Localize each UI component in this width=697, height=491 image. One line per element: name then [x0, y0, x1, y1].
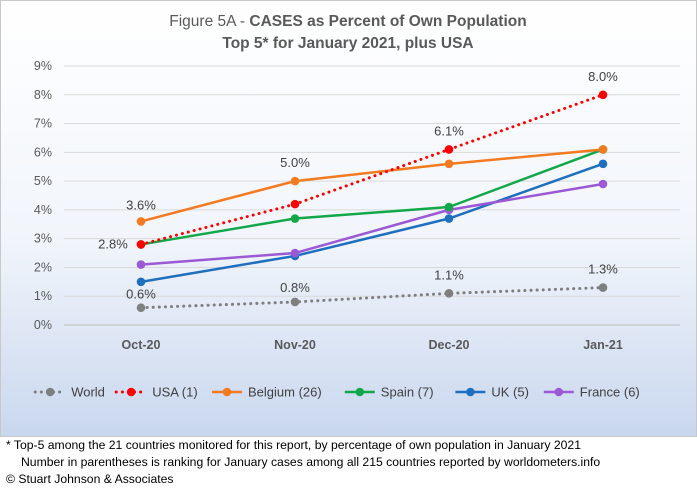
data-label: 8.0%	[588, 69, 618, 84]
data-point	[444, 145, 454, 154]
series-line	[140, 148, 604, 246]
legend-label: UK (5)	[491, 385, 529, 400]
data-point	[136, 260, 146, 269]
x-tick-label: Oct-20	[122, 338, 161, 352]
y-tick-label: 8%	[34, 88, 52, 102]
x-tick-label: Dec-20	[429, 338, 470, 352]
data-label: 3.6%	[126, 197, 156, 212]
series-line	[139, 286, 605, 310]
series-line	[140, 148, 604, 223]
data-labels: 0.6% 0.8% 1.1% 1.3% 2.8% 5.0% 6.1% 8.0% 3.6%	[98, 69, 618, 302]
legend-item: USA (1)	[114, 385, 198, 400]
y-tick-label: 4%	[34, 203, 52, 217]
data-point	[598, 159, 608, 169]
data-point	[598, 179, 608, 189]
data-point	[444, 214, 454, 223]
data-label: 0.6%	[126, 287, 156, 302]
series-layer	[136, 90, 608, 313]
series-world	[136, 283, 608, 313]
data-point	[598, 283, 608, 292]
chart-title: Figure 5A - CASES as Percent of Own Popu…	[169, 13, 526, 30]
series-usa-1	[136, 90, 608, 249]
y-tick-label: 3%	[34, 232, 52, 246]
data-point	[290, 199, 300, 209]
legend-label: USA (1)	[152, 385, 198, 400]
legend: World USA (1) Belgium (26) Spain (7) UK (5) F…	[33, 385, 640, 400]
series-belgium-26	[136, 145, 608, 226]
data-label: 6.1%	[434, 123, 464, 138]
data-point	[290, 176, 300, 186]
legend-swatch-marker	[355, 387, 365, 397]
data-point	[136, 277, 146, 287]
data-label: 1.1%	[434, 267, 464, 282]
legend-item: Spain (7)	[344, 385, 434, 400]
y-axis-ticks: 0% 1% 2% 3% 4% 5% 6% 7% 8% 9%	[34, 59, 52, 332]
legend-swatch-marker	[466, 387, 475, 397]
y-tick-label: 6%	[34, 145, 52, 159]
data-label: 0.8%	[280, 280, 310, 295]
footnotes: * Top-5 among the 21 countries monitored…	[6, 437, 696, 488]
y-tick-label: 9%	[34, 59, 52, 73]
data-point	[136, 217, 146, 226]
legend-label: World	[71, 385, 105, 400]
legend-swatch-marker	[126, 387, 136, 397]
data-label: 2.8%	[98, 236, 128, 251]
legend-item: UK (5)	[455, 385, 529, 400]
chart-subtitle: Top 5* for January 2021, plus USA	[222, 35, 473, 52]
chart-background	[0, 0, 697, 437]
legend-item: Belgium (26)	[212, 385, 322, 400]
data-point	[598, 90, 608, 100]
y-tick-label: 2%	[34, 260, 52, 274]
footnote-line-1: * Top-5 among the 21 countries monitored…	[6, 438, 581, 452]
x-axis-ticks: Oct-20 Nov-20 Dec-20 Jan-21	[122, 338, 623, 352]
y-tick-label: 0%	[34, 318, 52, 332]
y-tick-label: 5%	[34, 174, 52, 188]
data-label: 1.3%	[588, 262, 618, 277]
chart-canvas: Figure 5A - CASES as Percent of Own Popu…	[0, 0, 697, 437]
data-point	[444, 202, 454, 212]
legend-label: Belgium (26)	[248, 385, 322, 400]
data-point	[598, 145, 608, 154]
series-line	[139, 93, 605, 246]
data-point	[444, 159, 454, 169]
chart-title-bold: CASES as Percent of Own Population	[249, 13, 526, 30]
series-line	[140, 182, 604, 266]
series-uk-5	[136, 159, 608, 287]
legend-swatch-marker	[554, 387, 564, 397]
x-tick-label: Nov-20	[274, 338, 316, 352]
data-point	[290, 248, 300, 258]
legend-label: Spain (7)	[381, 385, 434, 400]
data-point	[444, 289, 454, 298]
x-tick-label: Jan-21	[583, 338, 623, 352]
legend-swatch-marker	[45, 387, 55, 397]
data-label: 5.0%	[280, 155, 310, 170]
legend-item: France (6)	[543, 385, 640, 400]
y-tick-label: 1%	[34, 289, 52, 303]
legend-item: World	[33, 385, 105, 400]
data-point	[136, 240, 146, 249]
footnote-copyright: © Stuart Johnson & Associates	[6, 472, 174, 486]
data-point	[136, 303, 146, 313]
data-point	[290, 297, 300, 307]
legend-swatch-marker	[222, 387, 232, 397]
series-line	[140, 162, 604, 284]
legend-label: France (6)	[580, 385, 640, 400]
data-point	[290, 214, 300, 223]
y-tick-label: 7%	[34, 117, 52, 131]
chart-title-prefix: Figure 5A -	[169, 13, 249, 30]
footnote-line-2: Number in parentheses is ranking for Jan…	[21, 455, 601, 469]
